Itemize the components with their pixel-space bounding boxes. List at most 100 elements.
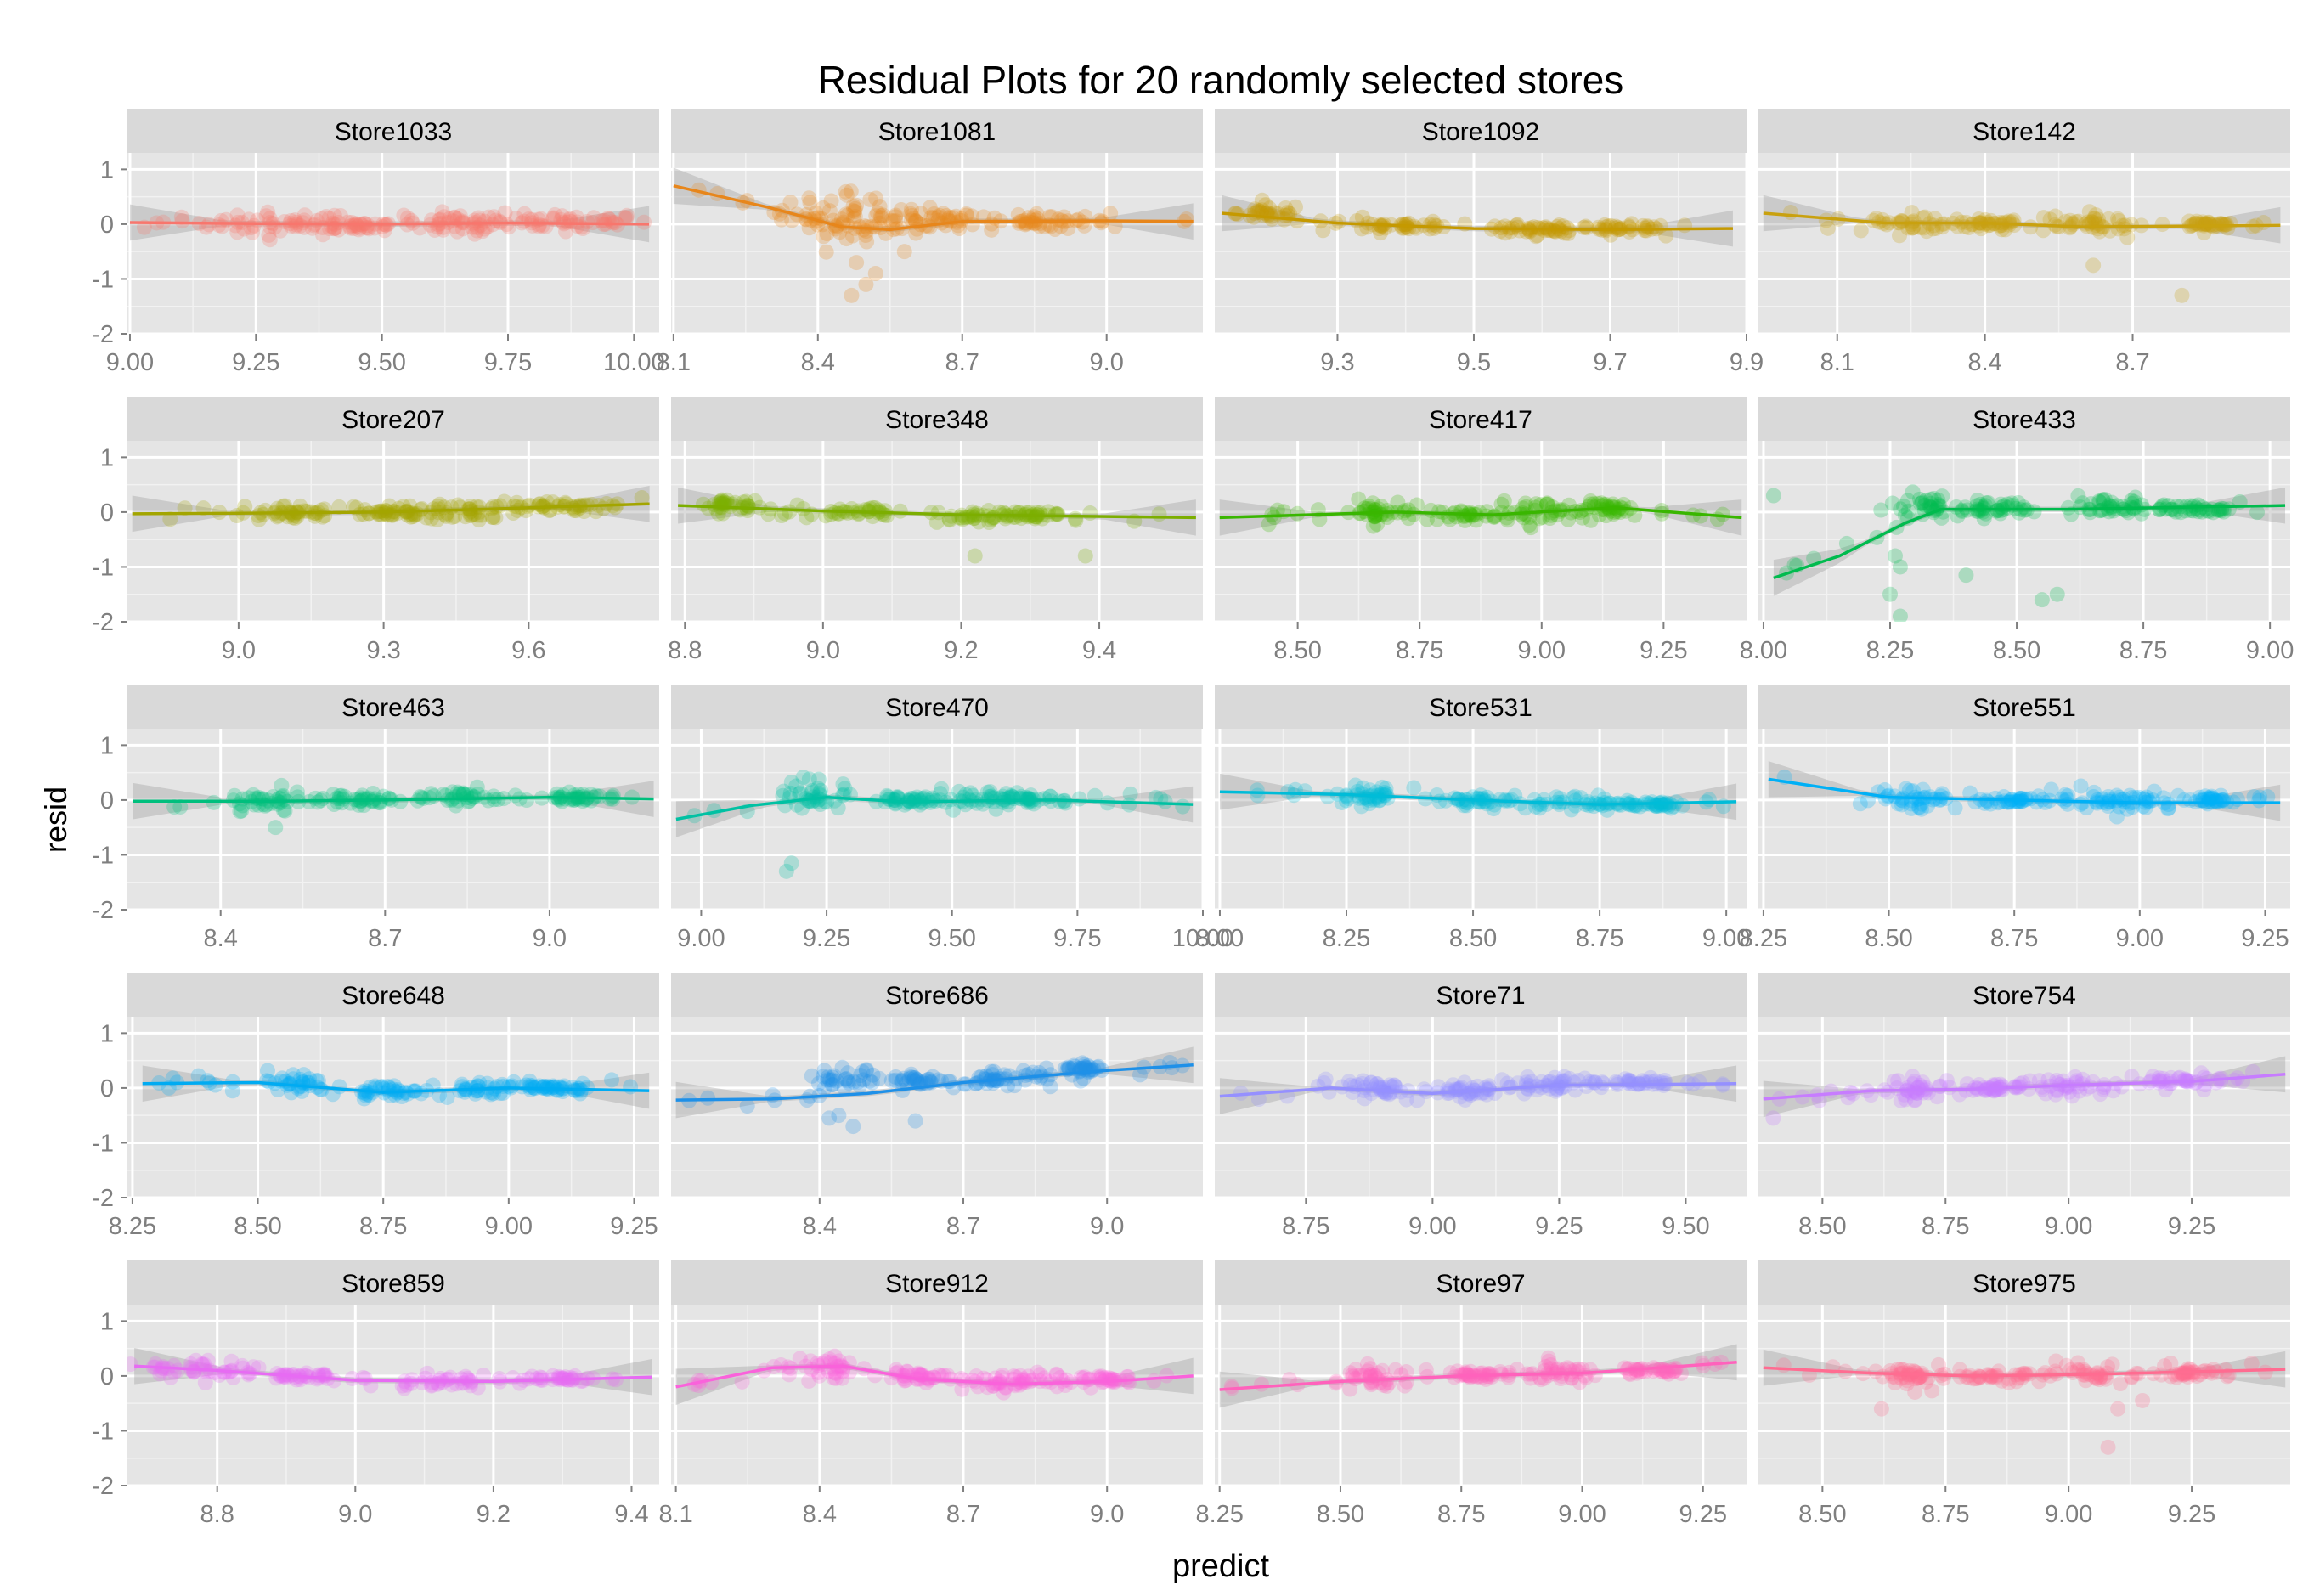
data-point bbox=[504, 1078, 520, 1094]
data-point bbox=[893, 202, 909, 218]
data-point bbox=[1512, 796, 1528, 812]
data-point bbox=[246, 787, 262, 803]
data-point bbox=[536, 498, 552, 514]
data-point bbox=[1523, 520, 1539, 536]
data-point bbox=[1401, 221, 1417, 237]
data-point bbox=[830, 800, 846, 816]
data-point bbox=[819, 226, 835, 242]
data-point bbox=[1963, 217, 1979, 233]
data-point bbox=[2152, 501, 2168, 517]
data-point bbox=[2141, 792, 2157, 809]
data-point bbox=[1596, 795, 1612, 811]
data-point bbox=[470, 1083, 486, 1099]
data-point bbox=[962, 509, 978, 525]
data-point bbox=[1370, 1365, 1386, 1381]
data-point bbox=[194, 1356, 210, 1372]
y-tick-label: 0 bbox=[100, 1363, 114, 1390]
data-point bbox=[2177, 1072, 2193, 1088]
data-point bbox=[1053, 218, 1069, 234]
data-point bbox=[1373, 498, 1389, 514]
data-point bbox=[1012, 1373, 1028, 1390]
data-point bbox=[1020, 1368, 1036, 1385]
data-point bbox=[1261, 200, 1278, 217]
smooth-line bbox=[1763, 1073, 2286, 1101]
data-point bbox=[747, 493, 763, 509]
data-point bbox=[466, 226, 483, 242]
data-point bbox=[492, 213, 508, 229]
data-point bbox=[1619, 1074, 1635, 1091]
x-tick-label: 9.25 bbox=[232, 349, 279, 376]
data-point bbox=[1372, 1080, 1388, 1097]
data-point bbox=[274, 777, 290, 793]
data-point bbox=[710, 505, 726, 522]
data-point bbox=[921, 1071, 937, 1087]
x-tick-label: 9.2 bbox=[477, 1501, 511, 1528]
x-tick-label: 8.00 bbox=[1196, 925, 1244, 952]
data-point bbox=[1287, 781, 1303, 798]
data-point bbox=[1151, 506, 1167, 522]
data-point bbox=[1899, 1376, 1915, 1392]
data-point bbox=[1838, 535, 1854, 551]
data-point bbox=[925, 210, 941, 226]
data-point bbox=[1075, 1070, 1092, 1086]
data-point bbox=[177, 500, 193, 516]
facet-strip bbox=[671, 109, 1203, 153]
data-point bbox=[708, 501, 725, 517]
data-point bbox=[2065, 217, 2081, 233]
data-point bbox=[366, 791, 382, 807]
data-point bbox=[2205, 1362, 2221, 1378]
smooth-line bbox=[133, 795, 654, 803]
data-point bbox=[2124, 217, 2140, 233]
data-point bbox=[1623, 794, 1640, 810]
data-point bbox=[883, 212, 899, 228]
data-point bbox=[1532, 800, 1548, 816]
data-point bbox=[1900, 503, 1916, 519]
data-point bbox=[858, 1063, 874, 1079]
data-point bbox=[1060, 1059, 1076, 1075]
data-point bbox=[794, 800, 810, 816]
data-point bbox=[562, 784, 578, 800]
data-point bbox=[1431, 504, 1447, 520]
data-point bbox=[2213, 1073, 2229, 1089]
data-point bbox=[360, 790, 376, 806]
facet-strip-label: Store686 bbox=[885, 982, 989, 1010]
data-point bbox=[292, 217, 308, 234]
data-point bbox=[2182, 792, 2198, 808]
data-point bbox=[2113, 1376, 2129, 1392]
data-point bbox=[1395, 216, 1411, 232]
data-point bbox=[2110, 1401, 2126, 1417]
data-point bbox=[468, 1083, 484, 1099]
data-point bbox=[852, 1068, 868, 1084]
x-tick-label: 9.7 bbox=[1593, 349, 1627, 376]
data-point bbox=[810, 1364, 827, 1380]
data-point bbox=[575, 1373, 591, 1389]
data-point bbox=[943, 508, 959, 524]
data-point bbox=[471, 210, 487, 226]
data-point bbox=[1877, 782, 1893, 798]
data-point bbox=[488, 510, 504, 526]
smooth-line bbox=[1768, 777, 2281, 804]
data-point bbox=[546, 1079, 562, 1095]
data-point bbox=[1566, 790, 1582, 806]
data-point bbox=[618, 207, 635, 223]
data-point bbox=[600, 211, 616, 227]
data-point bbox=[2081, 204, 2097, 220]
data-point bbox=[1782, 205, 1798, 221]
data-point bbox=[801, 1373, 817, 1389]
facet-panel: Store417 8.50 8.75 9.00 9.25 bbox=[1215, 397, 1747, 664]
data-point bbox=[308, 790, 324, 806]
facet-panel: Store1092 9.3 9.5 9.7 9.9 bbox=[1215, 109, 1764, 376]
data-point bbox=[1586, 499, 1602, 516]
y-tick-label: -1 bbox=[92, 266, 114, 293]
facet-strip bbox=[1215, 1260, 1747, 1305]
data-point bbox=[1499, 512, 1515, 528]
data-point bbox=[859, 234, 875, 250]
y-tick-label: 0 bbox=[100, 787, 114, 815]
data-point bbox=[1050, 506, 1066, 522]
data-point bbox=[872, 215, 888, 231]
data-point bbox=[183, 1359, 200, 1375]
data-point bbox=[845, 203, 861, 219]
data-point bbox=[1694, 1355, 1710, 1371]
data-point bbox=[278, 1369, 294, 1385]
